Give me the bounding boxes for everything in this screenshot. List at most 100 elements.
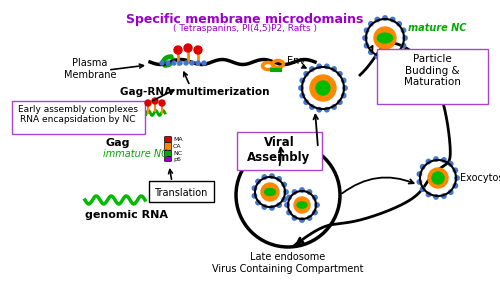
Circle shape: [308, 190, 312, 194]
Circle shape: [402, 28, 406, 32]
Circle shape: [300, 78, 304, 83]
Circle shape: [432, 172, 444, 184]
FancyBboxPatch shape: [12, 101, 144, 133]
Circle shape: [196, 61, 200, 65]
Circle shape: [300, 188, 304, 192]
Circle shape: [332, 67, 336, 71]
FancyBboxPatch shape: [236, 131, 322, 169]
Circle shape: [342, 93, 346, 98]
Circle shape: [252, 194, 256, 198]
Circle shape: [434, 195, 438, 199]
Circle shape: [300, 218, 304, 222]
Circle shape: [262, 205, 266, 209]
Circle shape: [426, 159, 430, 164]
Circle shape: [324, 64, 329, 68]
Text: p6: p6: [173, 157, 181, 162]
Circle shape: [310, 75, 336, 101]
Circle shape: [316, 81, 330, 95]
Text: immature NC: immature NC: [103, 149, 168, 159]
FancyBboxPatch shape: [164, 151, 172, 156]
FancyBboxPatch shape: [164, 143, 172, 151]
Circle shape: [402, 44, 406, 48]
Circle shape: [261, 183, 279, 201]
FancyArrowPatch shape: [163, 57, 171, 62]
Circle shape: [262, 175, 266, 179]
Circle shape: [332, 105, 336, 109]
Text: mature NC: mature NC: [408, 23, 467, 33]
Circle shape: [390, 54, 395, 59]
Circle shape: [300, 93, 304, 98]
Text: Early assembly complexes
RNA encapsidation by NC: Early assembly complexes RNA encapsidati…: [18, 105, 138, 124]
Circle shape: [159, 100, 165, 106]
Circle shape: [292, 216, 296, 220]
Text: Late endosome
Virus Containing Compartment: Late endosome Virus Containing Compartme…: [212, 252, 364, 273]
Circle shape: [292, 190, 296, 194]
Ellipse shape: [264, 188, 276, 195]
Circle shape: [287, 210, 291, 215]
Circle shape: [442, 158, 446, 162]
Circle shape: [420, 165, 425, 169]
Circle shape: [270, 174, 274, 178]
Text: Gag: Gag: [105, 138, 130, 148]
Circle shape: [363, 36, 367, 40]
Circle shape: [184, 61, 188, 65]
Circle shape: [368, 50, 373, 54]
Circle shape: [190, 61, 194, 65]
Circle shape: [270, 206, 274, 210]
Circle shape: [202, 61, 206, 65]
Circle shape: [313, 195, 317, 200]
Circle shape: [287, 195, 291, 200]
Circle shape: [304, 72, 308, 76]
Circle shape: [428, 168, 448, 188]
Circle shape: [145, 100, 151, 106]
FancyBboxPatch shape: [376, 48, 488, 104]
Text: genomic RNA: genomic RNA: [85, 210, 168, 220]
Text: Env: Env: [287, 56, 305, 66]
Circle shape: [166, 61, 170, 65]
Circle shape: [426, 192, 430, 197]
Circle shape: [390, 17, 395, 22]
Circle shape: [442, 194, 446, 198]
Circle shape: [294, 197, 310, 213]
Circle shape: [403, 36, 407, 40]
Circle shape: [375, 17, 380, 22]
Circle shape: [282, 197, 286, 202]
Circle shape: [420, 187, 425, 191]
Circle shape: [453, 168, 458, 173]
Circle shape: [152, 98, 158, 104]
Text: Translation: Translation: [154, 188, 208, 198]
Text: CA: CA: [173, 144, 182, 149]
FancyBboxPatch shape: [164, 137, 172, 142]
Text: Particle
Budding &
Maturation: Particle Budding & Maturation: [404, 54, 460, 87]
Circle shape: [310, 67, 314, 71]
Circle shape: [315, 203, 319, 207]
Circle shape: [342, 78, 346, 83]
FancyBboxPatch shape: [148, 180, 214, 202]
Text: Exocytosis: Exocytosis: [460, 173, 500, 183]
Circle shape: [277, 177, 281, 181]
Circle shape: [310, 105, 314, 109]
Circle shape: [178, 61, 182, 65]
Text: MA: MA: [173, 137, 182, 142]
Circle shape: [375, 54, 380, 59]
Circle shape: [448, 190, 453, 194]
Circle shape: [172, 61, 176, 65]
Circle shape: [397, 22, 402, 26]
Circle shape: [317, 108, 322, 112]
Circle shape: [284, 190, 288, 194]
Circle shape: [256, 200, 260, 205]
Circle shape: [160, 61, 164, 65]
Circle shape: [184, 44, 192, 52]
Circle shape: [417, 180, 422, 184]
Circle shape: [417, 172, 422, 176]
Circle shape: [324, 108, 329, 112]
Text: NC: NC: [173, 151, 182, 156]
Circle shape: [374, 27, 396, 49]
Circle shape: [397, 50, 402, 54]
Text: Specific membrane microdomains: Specific membrane microdomains: [126, 13, 364, 26]
Circle shape: [304, 100, 308, 104]
Circle shape: [317, 64, 322, 68]
Circle shape: [338, 100, 342, 104]
Circle shape: [453, 184, 458, 188]
Ellipse shape: [378, 33, 392, 43]
